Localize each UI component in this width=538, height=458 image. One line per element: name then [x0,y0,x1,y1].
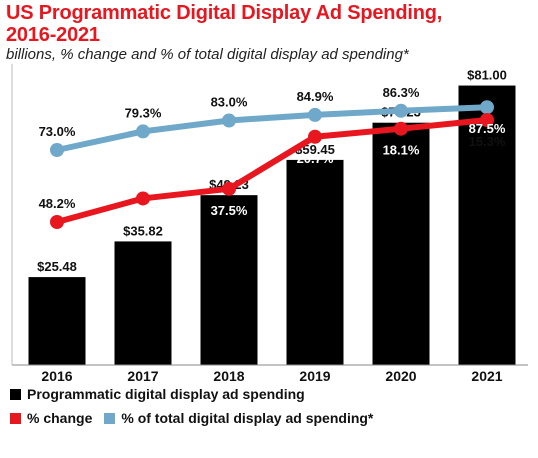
change-label-2021: 15.3% [469,134,506,149]
bar-label-2021: $81.00 [467,68,507,83]
x-tick-label-2018: 2018 [213,368,244,384]
share-label-2019: 84.9% [297,89,334,104]
bar-2021 [458,85,516,366]
change-label-2019: 20.7% [297,151,334,166]
x-tick-label-2016: 2016 [41,368,72,384]
chart-subtitle: billions, % change and % of total digita… [6,46,409,63]
legend-item-change: % change [10,410,92,426]
share-label-2021: 87.5% [469,121,506,136]
share-label-2018: 83.0% [211,95,248,110]
legend-item-bars: Programmatic digital display ad spending [10,386,305,402]
change-point-2018 [222,181,236,196]
legend-label-share: % of total digital display ad spending* [121,410,374,426]
change-label-2016: 48.2% [39,196,76,211]
share-series-line [56,104,488,153]
share-label-2016: 73.0% [39,124,76,139]
change-label-2018: 37.5% [211,203,248,218]
legend-swatch-share [104,412,116,424]
bar-2016 [28,277,86,365]
x-tick-label-2017: 2017 [127,368,158,384]
bar-label-2017: $35.82 [123,223,163,238]
share-point-2017 [136,124,150,139]
change-point-2021 [480,113,494,128]
change-label-2017: 40.6% [125,212,162,227]
change-label-2020: 18.1% [383,143,420,158]
chart-title-line2: 2016-2021 [6,24,100,46]
change-series-line [56,117,488,225]
change-point-2019 [308,129,322,144]
legend-item-share: % of total digital display ad spending* [104,410,373,426]
bar-2019 [286,159,344,365]
bar-2018 [200,195,258,365]
legend-label-bars: Programmatic digital display ad spending [27,386,305,402]
legend-row-2: % change % of total digital display ad s… [10,410,385,426]
share-point-2020 [394,103,408,118]
bar-label-2016: $25.48 [37,259,77,274]
share-point-2016 [50,143,64,157]
bar-2017 [114,241,172,365]
legend-swatch-change [10,412,21,424]
change-point-2020 [394,121,408,136]
x-tick-label-2019: 2019 [299,368,330,384]
x-tick-label-2020: 2020 [385,368,416,384]
share-point-2019 [308,107,322,122]
change-point-2016 [50,215,64,229]
legend-label-change: % change [27,410,93,426]
share-point-2018 [222,113,236,128]
legend-swatch-bars [10,388,21,400]
chart-title: US Programmatic Digital Display Ad Spend… [6,2,526,46]
bar-2020 [372,122,430,365]
x-tick-label-2021: 2021 [471,368,502,384]
share-point-2021 [480,100,494,115]
share-label-2020: 86.3% [383,85,420,100]
legend-row-1: Programmatic digital display ad spending [10,386,317,402]
chart-title-line1: US Programmatic Digital Display Ad Spend… [6,2,443,24]
share-label-2017: 79.3% [125,105,162,120]
change-point-2017 [136,191,150,206]
